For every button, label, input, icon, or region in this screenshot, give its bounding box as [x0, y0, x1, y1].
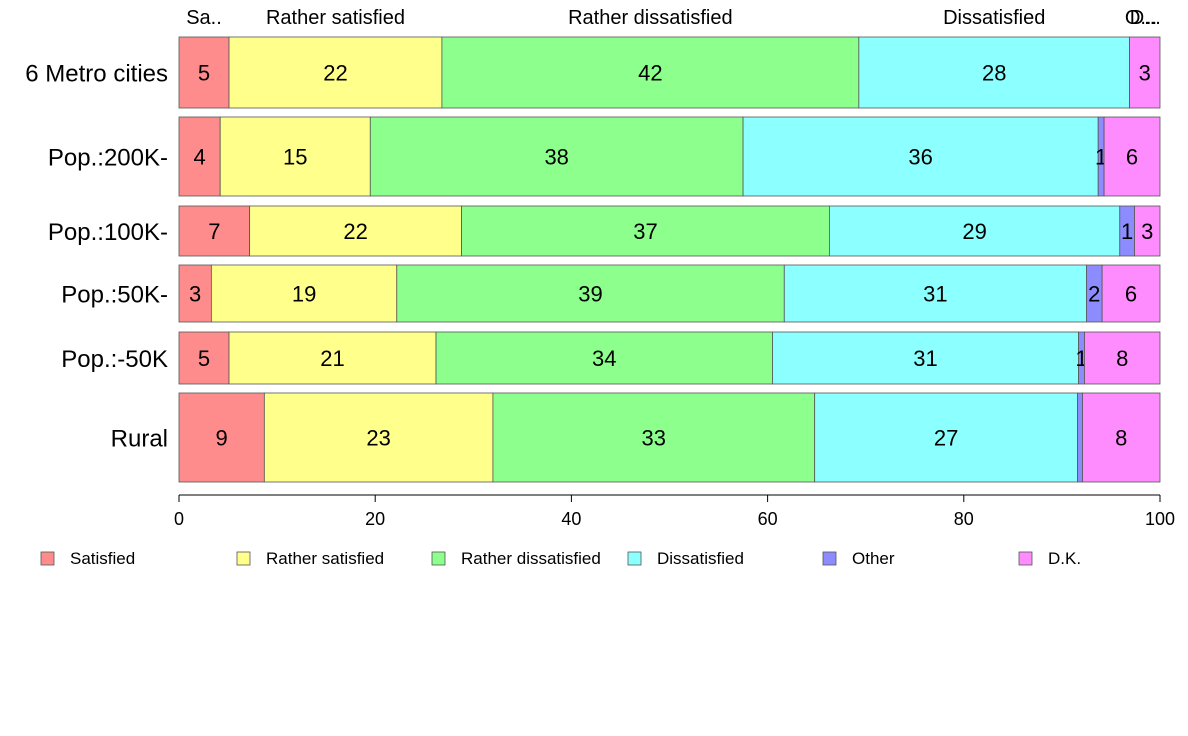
data-label: 1: [1121, 219, 1133, 244]
bar-segment: [178, 331, 230, 385]
data-label: 23: [366, 426, 390, 451]
data-label: 33: [642, 426, 666, 451]
legend-label: D.K.: [1048, 549, 1081, 568]
data-label: 2: [1088, 282, 1100, 307]
bar-segment: [228, 36, 443, 109]
data-label: 36: [908, 145, 932, 170]
top-series-label: Rather satisfied: [266, 7, 405, 29]
data-label: 5: [198, 346, 210, 371]
data-label: 5: [198, 61, 210, 86]
bar-segment: [1103, 116, 1161, 197]
legend-label: Rather satisfied: [266, 549, 384, 568]
bar-segment: [1082, 392, 1161, 483]
data-label: 42: [638, 61, 662, 86]
data-label: 15: [283, 145, 307, 170]
bar-segment: [441, 36, 860, 109]
bar-segment: [1084, 331, 1161, 385]
x-tick-label: 60: [758, 509, 778, 529]
top-series-label: D...: [1130, 7, 1161, 29]
data-label: 3: [1139, 61, 1151, 86]
data-label: 22: [343, 219, 367, 244]
bar-segment: [178, 392, 265, 483]
bar-segment: [263, 392, 494, 483]
bar-segment: [772, 331, 1079, 385]
data-label: 4: [193, 145, 205, 170]
legend-swatch: [40, 551, 55, 566]
legend-label: Satisfied: [70, 549, 135, 568]
data-label: 38: [544, 145, 568, 170]
category-label: Pop.:100K-: [48, 219, 168, 246]
data-label: 9: [216, 426, 228, 451]
data-label: 19: [292, 282, 316, 307]
data-label: 6: [1125, 282, 1137, 307]
bar-segment: [461, 205, 830, 257]
bar-segment: [742, 116, 1099, 197]
data-label: 37: [633, 219, 657, 244]
category-label: Pop.:200K-: [48, 145, 168, 172]
bar-segment: [783, 264, 1087, 323]
bar-segment: [178, 205, 251, 257]
data-label: 31: [923, 282, 947, 307]
x-tick-label: 20: [365, 509, 385, 529]
bar-segment: [858, 36, 1130, 109]
bar-segment: [435, 331, 773, 385]
x-tick-label: 100: [1145, 509, 1175, 529]
bar-segment: [369, 116, 744, 197]
category-label: 6 Metro cities: [25, 61, 168, 88]
top-series-label: Sa..: [186, 7, 222, 29]
bar-segment: [210, 264, 398, 323]
data-label: 7: [208, 219, 220, 244]
legend-swatch: [822, 551, 837, 566]
data-label: 22: [323, 61, 347, 86]
data-label: 21: [320, 346, 344, 371]
x-tick-label: 40: [561, 509, 581, 529]
bar-segment: [228, 331, 437, 385]
legend-swatch: [236, 551, 251, 566]
bar-segment: [1077, 392, 1083, 483]
data-label: 3: [1141, 219, 1153, 244]
bar-segment: [178, 36, 230, 109]
bar-segment: [178, 264, 212, 323]
bar-segment: [492, 392, 816, 483]
legend-label: Other: [852, 549, 895, 568]
top-series-label: Rather dissatisfied: [568, 7, 733, 29]
data-label: 8: [1115, 426, 1127, 451]
data-label: 27: [934, 426, 958, 451]
bar-segment: [829, 205, 1121, 257]
data-label: 6: [1126, 145, 1138, 170]
legend-swatch: [1018, 551, 1033, 566]
data-label: 29: [962, 219, 986, 244]
bar-segment: [814, 392, 1078, 483]
bar-segment: [178, 116, 221, 197]
data-label: 31: [913, 346, 937, 371]
data-label: 34: [592, 346, 616, 371]
x-tick-label: 80: [954, 509, 974, 529]
data-label: 39: [578, 282, 602, 307]
bar-segment: [1129, 36, 1161, 109]
legend-label: Dissatisfied: [657, 549, 744, 568]
legend-swatch: [627, 551, 642, 566]
bar-segment: [1101, 264, 1161, 323]
data-label: 8: [1116, 346, 1128, 371]
bar-segment: [249, 205, 462, 257]
top-series-label: Dissatisfied: [943, 7, 1045, 29]
bar-segment: [1134, 205, 1161, 257]
top-series-label: O...: [1125, 7, 1157, 29]
legend-label: Rather dissatisfied: [461, 549, 601, 568]
data-label: 28: [982, 61, 1006, 86]
x-tick-label: 0: [174, 509, 184, 529]
category-label: Pop.:-50K: [61, 346, 168, 373]
category-label: Pop.:50K-: [61, 282, 168, 309]
data-label: 3: [189, 282, 201, 307]
bar-segment: [219, 116, 371, 197]
category-label: Rural: [111, 426, 168, 453]
legend-swatch: [431, 551, 446, 566]
